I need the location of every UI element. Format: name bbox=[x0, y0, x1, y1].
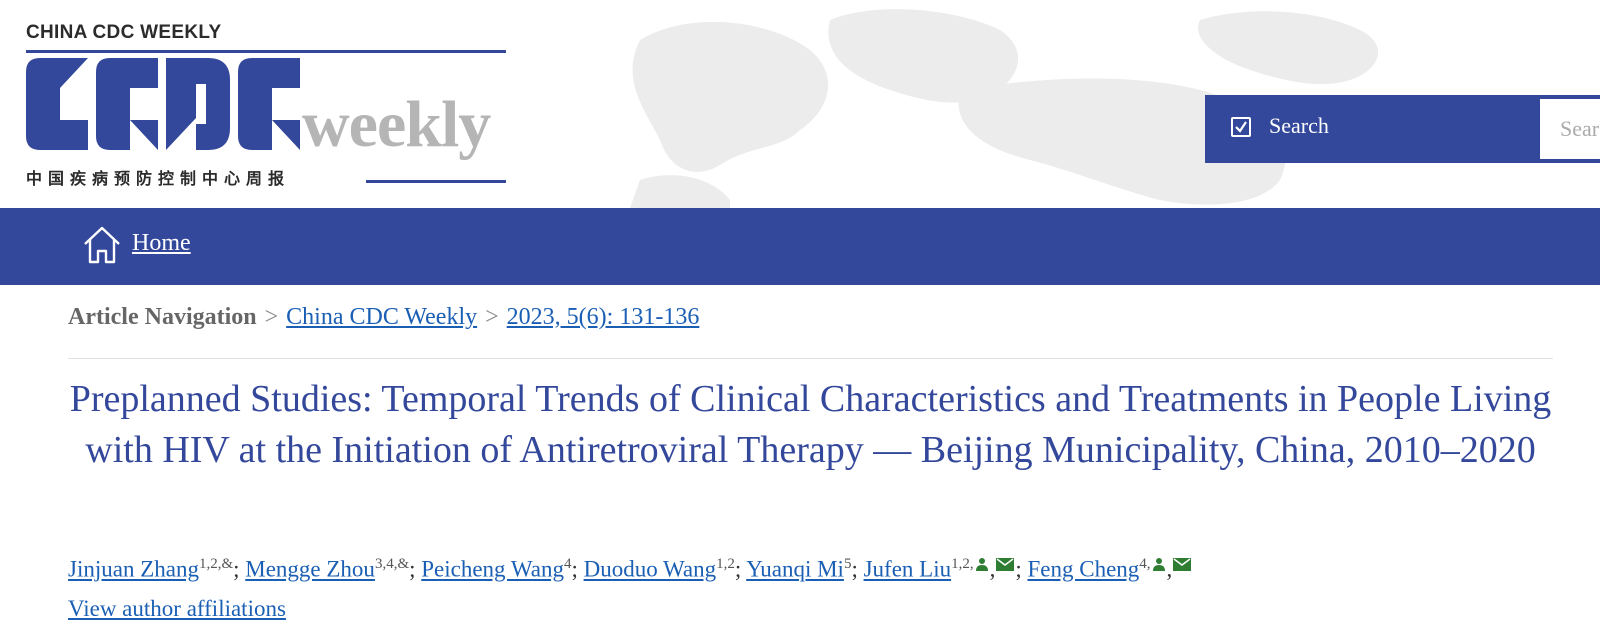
mail-icon[interactable] bbox=[996, 557, 1015, 571]
breadcrumb-issue-link[interactable]: 2023, 5(6): 131-136 bbox=[506, 304, 700, 330]
search-label: Search bbox=[1269, 113, 1329, 138]
brand-name: CHINA CDC WEEKLY bbox=[26, 22, 222, 43]
logo-rule bbox=[26, 50, 506, 53]
checkmark-icon bbox=[1235, 121, 1247, 133]
author-affiliation-sup: 1,2,& bbox=[198, 556, 234, 572]
author-affiliation-sup: 3,4,& bbox=[374, 556, 410, 572]
article-title: Preplanned Studies: Temporal Trends of C… bbox=[69, 378, 1552, 471]
author-link[interactable]: Jufen Liu bbox=[863, 556, 952, 582]
home-link[interactable]: Home bbox=[132, 230, 191, 256]
author-link[interactable]: Feng Cheng bbox=[1027, 556, 1140, 582]
ccdc-logo[interactable] bbox=[26, 58, 306, 154]
breadcrumb-label: Article Navigation bbox=[68, 304, 257, 330]
author-affiliation-sup: 4 bbox=[563, 556, 572, 572]
site-header: CHINA CDC WEEKLY weekly 中国疾病预防控制中心周报 Sea… bbox=[0, 0, 1600, 208]
author-link[interactable]: Duoduo Wang bbox=[583, 556, 717, 582]
author-list: Jinjuan Zhang1,2,&; Mengge Zhou3,4,&; Pe… bbox=[68, 556, 1568, 583]
author-link[interactable]: Mengge Zhou bbox=[245, 556, 375, 582]
breadcrumb-separator: > bbox=[264, 304, 279, 330]
author-affiliation-sup: 1,2 bbox=[716, 556, 735, 572]
search-panel: Search bbox=[1205, 95, 1600, 163]
view-affiliations-link[interactable]: View author affiliations bbox=[68, 596, 286, 621]
breadcrumb-journal-link[interactable]: China CDC Weekly bbox=[286, 304, 478, 330]
person-icon[interactable] bbox=[975, 557, 989, 571]
breadcrumb: Article Navigation > China CDC Weekly >2023… bbox=[68, 304, 699, 331]
search-checkbox[interactable] bbox=[1231, 117, 1251, 137]
logo-chinese-text: 中国疾病预防控制中心周报 bbox=[26, 169, 291, 188]
author-affiliation-sup: 5 bbox=[843, 556, 852, 572]
search-input[interactable] bbox=[1540, 99, 1600, 159]
world-map-background bbox=[630, 9, 1379, 208]
person-icon[interactable] bbox=[1152, 557, 1166, 571]
author-link[interactable]: Jinjuan Zhang bbox=[68, 556, 199, 582]
breadcrumb-separator: > bbox=[485, 304, 499, 330]
home-icon[interactable] bbox=[82, 224, 122, 266]
author-link[interactable]: Peicheng Wang bbox=[421, 556, 564, 582]
main-nav: Home bbox=[0, 208, 1600, 285]
mail-icon[interactable] bbox=[1173, 557, 1192, 571]
divider bbox=[68, 358, 1553, 359]
author-link[interactable]: Yuanqi Mi bbox=[746, 556, 844, 582]
author-affiliation-sup: 1,2, bbox=[951, 556, 974, 572]
logo-weekly-text: weekly bbox=[302, 88, 491, 161]
author-affiliation-sup: 4, bbox=[1139, 556, 1151, 572]
logo-chinese-rule bbox=[366, 180, 506, 183]
